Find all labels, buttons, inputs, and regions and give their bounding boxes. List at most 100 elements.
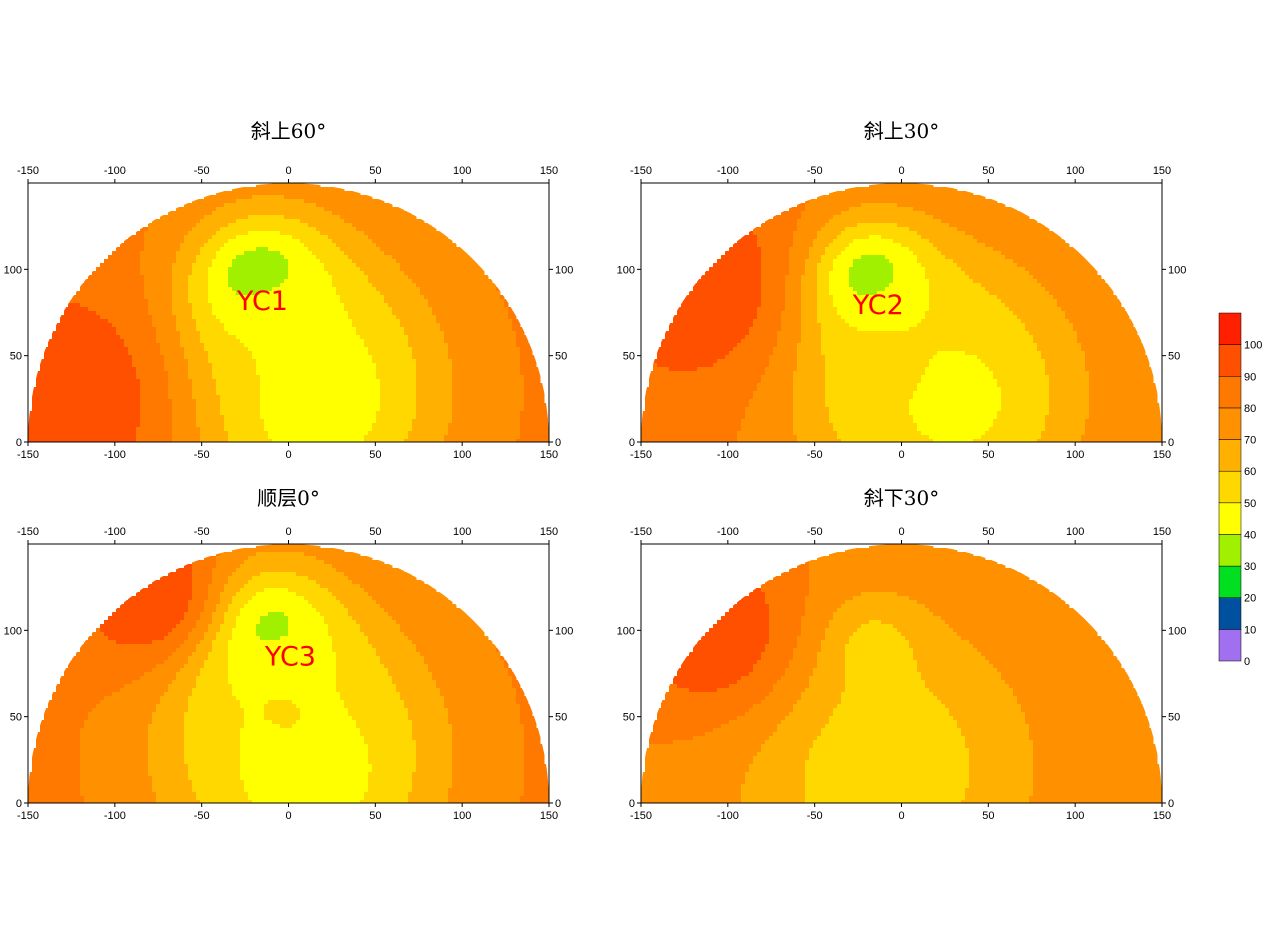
y-tick-left-label: 100 (4, 625, 22, 637)
x-tick-top-label: 100 (453, 526, 471, 538)
x-tick-top-label: 150 (1153, 165, 1171, 177)
x-tick-bottom-label: -150 (17, 810, 39, 822)
x-tick-top-label: 50 (982, 165, 994, 177)
x-tick-top-label: -100 (104, 526, 126, 538)
colorbar-tick-label: 0 (1244, 656, 1250, 668)
y-tick-right-label: 50 (555, 712, 567, 724)
x-tick-top-label: -150 (17, 165, 39, 177)
y-tick-left-label: 100 (4, 264, 22, 276)
colorbar-tick-label: 30 (1244, 561, 1256, 573)
x-tick-top-label: -150 (630, 165, 652, 177)
x-tick-top-label: -50 (807, 526, 823, 538)
x-tick-bottom-label: 150 (1153, 449, 1171, 461)
colorbar-tick-label: 20 (1244, 593, 1256, 605)
colorbar-segment (1218, 407, 1242, 440)
x-tick-bottom-label: 100 (1066, 810, 1084, 822)
x-tick-bottom-label: 150 (540, 810, 558, 822)
y-tick-right-label: 100 (1168, 625, 1186, 637)
y-tick-left-label: 0 (629, 437, 635, 449)
y-tick-left-label: 50 (10, 351, 22, 363)
y-tick-right-label: 50 (555, 351, 567, 363)
y-tick-right-label: 100 (555, 625, 573, 637)
x-tick-top-label: -100 (717, 526, 739, 538)
x-tick-top-label: 100 (1066, 165, 1084, 177)
sample-label-2: YC2 (852, 290, 904, 321)
y-tick-left-label: 50 (623, 351, 635, 363)
x-tick-top-label: -50 (194, 526, 210, 538)
colorbar-tick-label: 70 (1244, 435, 1256, 447)
y-tick-right-label: 100 (555, 264, 573, 276)
y-tick-left-label: 50 (10, 712, 22, 724)
y-tick-left-label: 100 (617, 625, 635, 637)
colorbar-segment (1218, 597, 1242, 630)
x-tick-bottom-label: -100 (717, 449, 739, 461)
y-tick-left-label: 0 (16, 798, 22, 810)
x-tick-bottom-label: -150 (17, 449, 39, 461)
panel-title-1: 斜上60° (251, 119, 326, 143)
x-tick-top-label: 0 (285, 526, 291, 538)
colorbar-segment (1218, 439, 1242, 472)
x-tick-top-label: -50 (807, 165, 823, 177)
contour-panel-3: -150 -150 -100 -100 -50 -50 0 0 50 50 100 100 150 150… (4, 486, 574, 822)
y-tick-right-label: 50 (1168, 351, 1180, 363)
y-tick-right-label: 100 (1168, 264, 1186, 276)
colorbar: 0 10 20 30 40 50 60 70 80 90 100 (1218, 312, 1262, 668)
colorbar-segment (1218, 565, 1242, 598)
colorbar-tick-label: 80 (1244, 403, 1256, 415)
x-tick-bottom-label: 100 (1066, 449, 1084, 461)
colorbar-segment (1218, 502, 1242, 535)
contour-panel-1: -150 -150 -100 -100 -50 -50 0 0 50 50 100 100 150 150… (4, 119, 574, 461)
x-tick-bottom-label: -150 (630, 449, 652, 461)
x-tick-bottom-label: 0 (898, 449, 904, 461)
colorbar-tick-label: 60 (1244, 466, 1256, 478)
x-tick-top-label: 50 (982, 526, 994, 538)
y-tick-right-label: 0 (555, 798, 561, 810)
panel-title-3: 顺层0° (257, 486, 320, 510)
x-tick-top-label: 50 (369, 165, 381, 177)
x-tick-bottom-label: -50 (807, 810, 823, 822)
x-tick-top-label: 150 (1153, 526, 1171, 538)
contour-fill-2 (641, 183, 1162, 442)
x-tick-bottom-label: 0 (898, 810, 904, 822)
colorbar-segment (1218, 534, 1242, 567)
x-tick-bottom-label: 50 (982, 810, 994, 822)
colorbar-segment (1218, 629, 1242, 662)
x-tick-top-label: -100 (104, 165, 126, 177)
contour-panel-4: -150 -150 -100 -100 -50 -50 0 0 50 50 100 100 150 150… (617, 486, 1187, 822)
x-tick-top-label: -50 (194, 165, 210, 177)
x-tick-bottom-label: -50 (194, 810, 210, 822)
colorbar-tick-label: 90 (1244, 371, 1256, 383)
sample-label-1: YC1 (236, 286, 288, 317)
y-tick-left-label: 0 (16, 437, 22, 449)
contour-panel-2: -150 -150 -100 -100 -50 -50 0 0 50 50 100 100 150 150… (617, 119, 1187, 461)
colorbar-segment (1218, 344, 1242, 377)
x-tick-bottom-label: 50 (369, 810, 381, 822)
y-tick-right-label: 0 (555, 437, 561, 449)
x-tick-top-label: -100 (717, 165, 739, 177)
x-tick-top-label: 0 (898, 165, 904, 177)
x-tick-top-label: 50 (369, 526, 381, 538)
x-tick-bottom-label: -100 (104, 810, 126, 822)
y-tick-left-label: 100 (617, 264, 635, 276)
colorbar-tick-label: 40 (1244, 529, 1256, 541)
contour-fill-4 (641, 544, 1162, 803)
colorbar-segment (1218, 470, 1242, 504)
contour-fill-3 (28, 544, 549, 803)
sample-label-3: YC3 (264, 642, 316, 673)
y-tick-right-label: 50 (1168, 712, 1180, 724)
contour-fill-1 (28, 183, 549, 442)
x-tick-bottom-label: -50 (807, 449, 823, 461)
colorbar-tick-label: 100 (1244, 340, 1262, 352)
x-tick-bottom-label: -50 (194, 449, 210, 461)
y-tick-right-label: 0 (1168, 798, 1174, 810)
x-tick-top-label: 150 (540, 165, 558, 177)
x-tick-top-label: -150 (17, 526, 39, 538)
x-tick-bottom-label: -150 (630, 810, 652, 822)
x-tick-bottom-label: 150 (1153, 810, 1171, 822)
x-tick-bottom-label: -100 (717, 810, 739, 822)
x-tick-bottom-label: 0 (285, 810, 291, 822)
x-tick-bottom-label: 50 (369, 449, 381, 461)
y-tick-right-label: 0 (1168, 437, 1174, 449)
x-tick-top-label: -150 (630, 526, 652, 538)
y-tick-left-label: 0 (629, 798, 635, 810)
